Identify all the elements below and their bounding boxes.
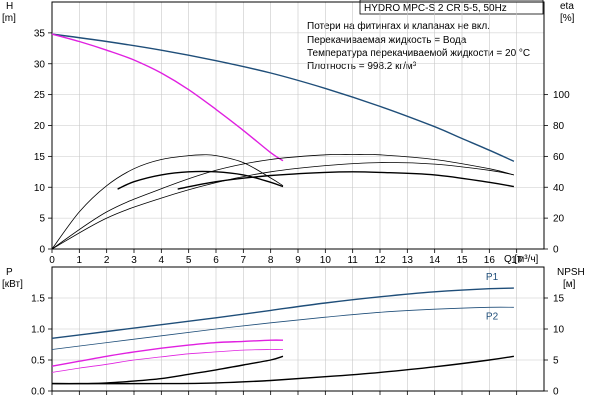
y-tick-label: 0.5 (31, 356, 45, 367)
x-tick-label: 9 (295, 255, 301, 266)
chart-title: HYDRO MPC-S 2 CR 5-5, 50Hz (364, 3, 507, 14)
y-tick-label: 0 (39, 245, 45, 256)
y2-tick-label: 60 (553, 152, 565, 163)
chart-notes: Потери на фитингах и клапанах не вкл. Пе… (307, 20, 530, 72)
x-tick-label: 11 (347, 255, 358, 266)
bottom-y2label-unit: [м] (563, 279, 576, 290)
x-tick-label: 1 (77, 255, 83, 266)
x-tick-label: 15 (456, 255, 468, 266)
y-tick-label: 10 (34, 183, 46, 194)
bottom-ylabel: P (6, 267, 13, 278)
y2-tick-label: 40 (553, 183, 565, 194)
y2-tick-label: 100 (553, 90, 570, 101)
series-line-1-1 (51, 306, 514, 350)
series-line-1-5 (51, 355, 515, 385)
series-line-1-0 (51, 287, 514, 339)
y-tick-label: 35 (34, 28, 46, 39)
y-tick-label: 15 (34, 152, 46, 163)
x-tick-label: 5 (186, 255, 192, 266)
x-tick-label: 4 (159, 255, 165, 266)
top-y2label: eta (560, 1, 574, 12)
x-tick-label: 12 (374, 255, 386, 266)
x-tick-label: 13 (402, 255, 414, 266)
x-tick-label: 3 (131, 255, 137, 266)
x-tick-label: 10 (320, 255, 332, 266)
y2-tick-label: 20 (553, 214, 565, 225)
note-liquid: Перекачиваемая жидкость = Вода (307, 35, 467, 46)
y-tick-label: 0.0 (31, 387, 45, 398)
series-line-0-0 (51, 33, 515, 162)
y2-tick-label: 15 (553, 294, 565, 305)
chart-title-box: HYDRO MPC-S 2 CR 5-5, 50Hz (359, 0, 544, 15)
y-tick-label: 5 (39, 214, 45, 225)
x-tick-label: 2 (104, 255, 110, 266)
y-tick-label: 25 (34, 90, 46, 101)
top-y2label-unit: [%] (560, 13, 575, 24)
series-line-0-1 (51, 33, 284, 162)
x-tick-label: 0 (49, 255, 55, 266)
series-label-p1: P1 (486, 272, 499, 283)
y-tick-label: 1.5 (31, 294, 45, 305)
note-temperature: Температура перекачиваемой жидкости = 20… (307, 48, 530, 59)
x-tick-label: 17 (511, 255, 523, 266)
x-tick-label: 7 (241, 255, 247, 266)
x-tick-label: 16 (484, 255, 496, 266)
y2-tick-label: 0 (553, 245, 559, 256)
series-line-1-2 (51, 339, 284, 367)
bottom-ylabel-unit: [кВт] (2, 279, 23, 290)
top-ylabel-unit: [m] (2, 13, 16, 24)
top-ylabel: H (6, 1, 13, 12)
bottom-y2label: NPSH (557, 267, 585, 278)
series-line-0-6 (177, 171, 515, 190)
series-line-0-2 (51, 154, 284, 250)
y2-tick-label: 80 (553, 121, 565, 132)
x-tick-label: 8 (268, 255, 274, 266)
y-tick-label: 1.0 (31, 325, 45, 336)
series-line-1-3 (51, 349, 284, 373)
y-tick-label: 30 (34, 59, 46, 70)
note-fittings: Потери на фитингах и клапанах не вкл. (307, 20, 490, 32)
note-density: Плотность = 998.2 кг/м³ (307, 61, 417, 72)
series-line-0-5 (117, 170, 284, 190)
y-tick-label: 20 (34, 121, 46, 132)
y2-tick-label: 10 (553, 325, 565, 336)
x-tick-label: 14 (429, 255, 441, 266)
series-label-p2: P2 (486, 311, 499, 322)
y2-tick-label: 5 (553, 356, 559, 367)
y2-tick-label: 0 (553, 387, 559, 398)
x-axis-label: Q [м³/ч] (504, 254, 539, 265)
series-line-0-3 (51, 153, 514, 250)
series-line-0-4 (51, 162, 514, 250)
x-tick-label: 6 (213, 255, 219, 266)
